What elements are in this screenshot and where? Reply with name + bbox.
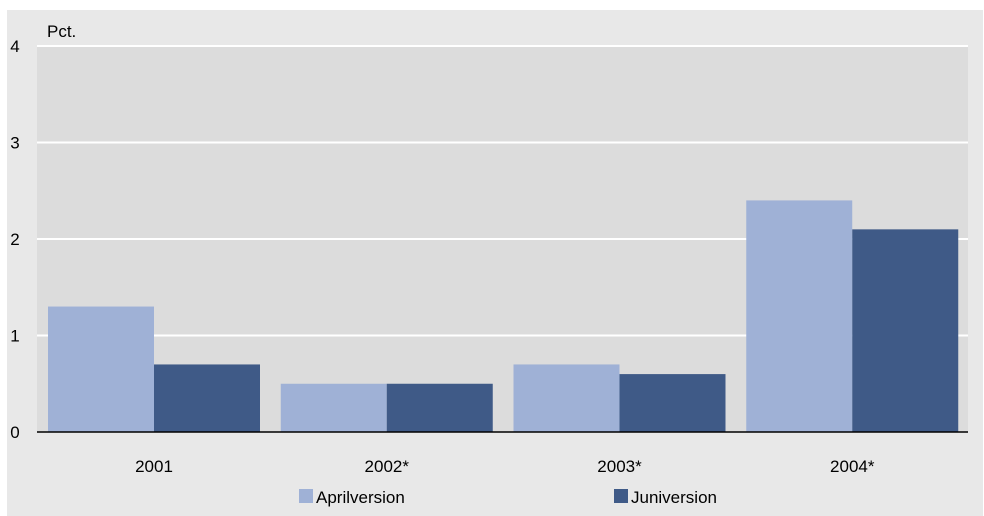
legend-swatch <box>614 489 628 503</box>
y-axis-label: Pct. <box>47 22 76 41</box>
x-tick-label: 2003* <box>597 457 642 476</box>
bar-juniversion-2001 <box>154 364 260 432</box>
legend: Aprilversion Juniversion <box>299 488 717 507</box>
bar-juniversion-2004 <box>852 229 959 432</box>
x-tick-label: 2002* <box>365 457 410 476</box>
y-tick-label: 0 <box>10 423 19 442</box>
legend-label: Juniversion <box>631 488 717 507</box>
x-tick-label: 2001 <box>135 457 173 476</box>
bar-aprilversion-2003 <box>513 364 620 432</box>
legend-label: Aprilversion <box>316 488 405 507</box>
bar-aprilversion-2004 <box>746 200 853 432</box>
y-tick-label: 3 <box>10 134 19 153</box>
y-tick-labels: 0 1 2 3 4 <box>10 37 19 442</box>
y-tick-label: 2 <box>10 230 19 249</box>
bar-aprilversion-2001 <box>48 306 154 432</box>
bar-juniversion-2003 <box>619 374 726 432</box>
x-tick-label: 2004* <box>830 457 875 476</box>
y-tick-label: 4 <box>10 37 19 56</box>
x-tick-labels: 2001 2002* 2003* 2004* <box>135 457 875 476</box>
bar-aprilversion-2002 <box>280 383 387 432</box>
y-tick-label: 1 <box>10 327 19 346</box>
bar-juniversion-2002 <box>386 383 493 432</box>
bars <box>48 200 959 432</box>
legend-swatch <box>299 489 313 503</box>
